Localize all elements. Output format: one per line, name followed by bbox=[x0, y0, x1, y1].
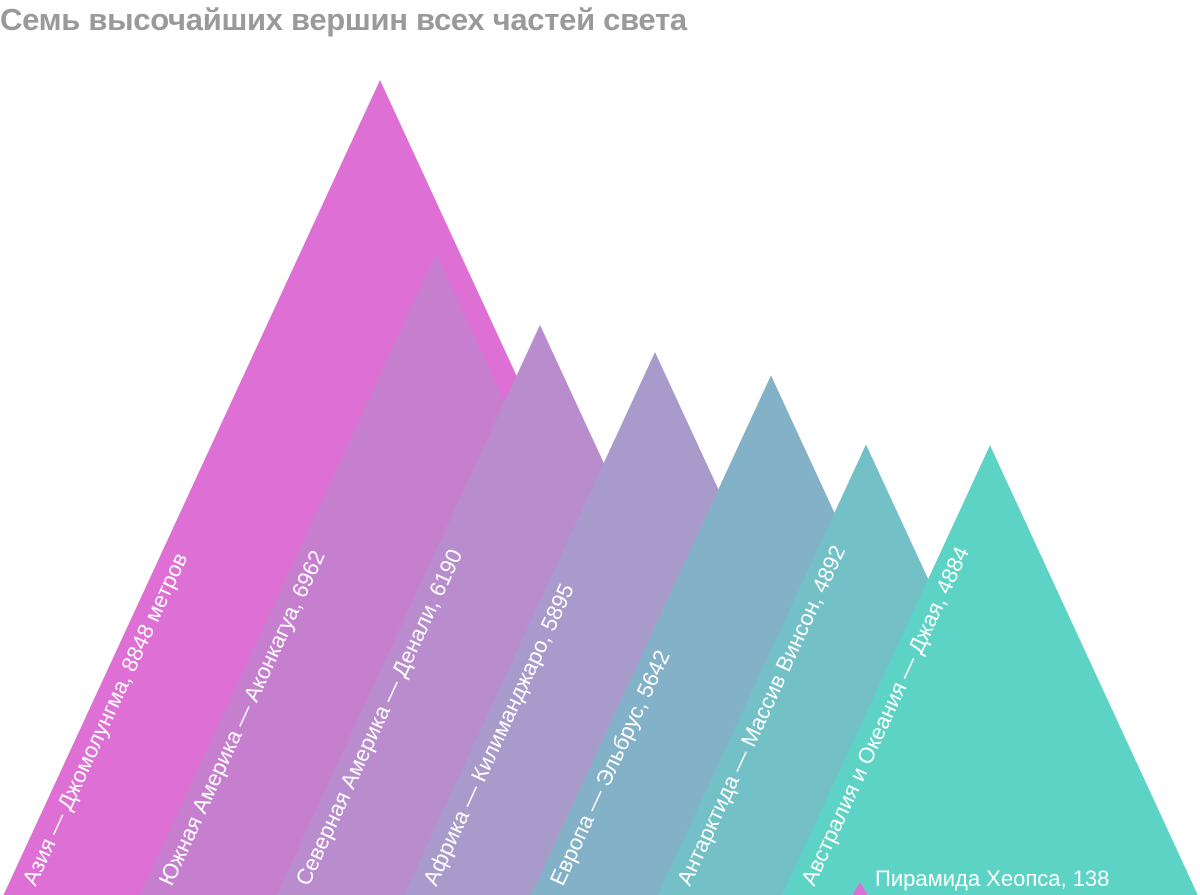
reference-layer: Пирамида Хеопса, 138 bbox=[852, 866, 1109, 895]
peaks-layer bbox=[3, 80, 1198, 895]
pyramid-reference-mark bbox=[852, 882, 868, 895]
chart-title: Семь высочайших вершин всех частей света bbox=[0, 2, 687, 37]
pyramid-reference-label: Пирамида Хеопса, 138 bbox=[875, 866, 1109, 891]
mountain-peak-7 bbox=[782, 445, 1198, 895]
